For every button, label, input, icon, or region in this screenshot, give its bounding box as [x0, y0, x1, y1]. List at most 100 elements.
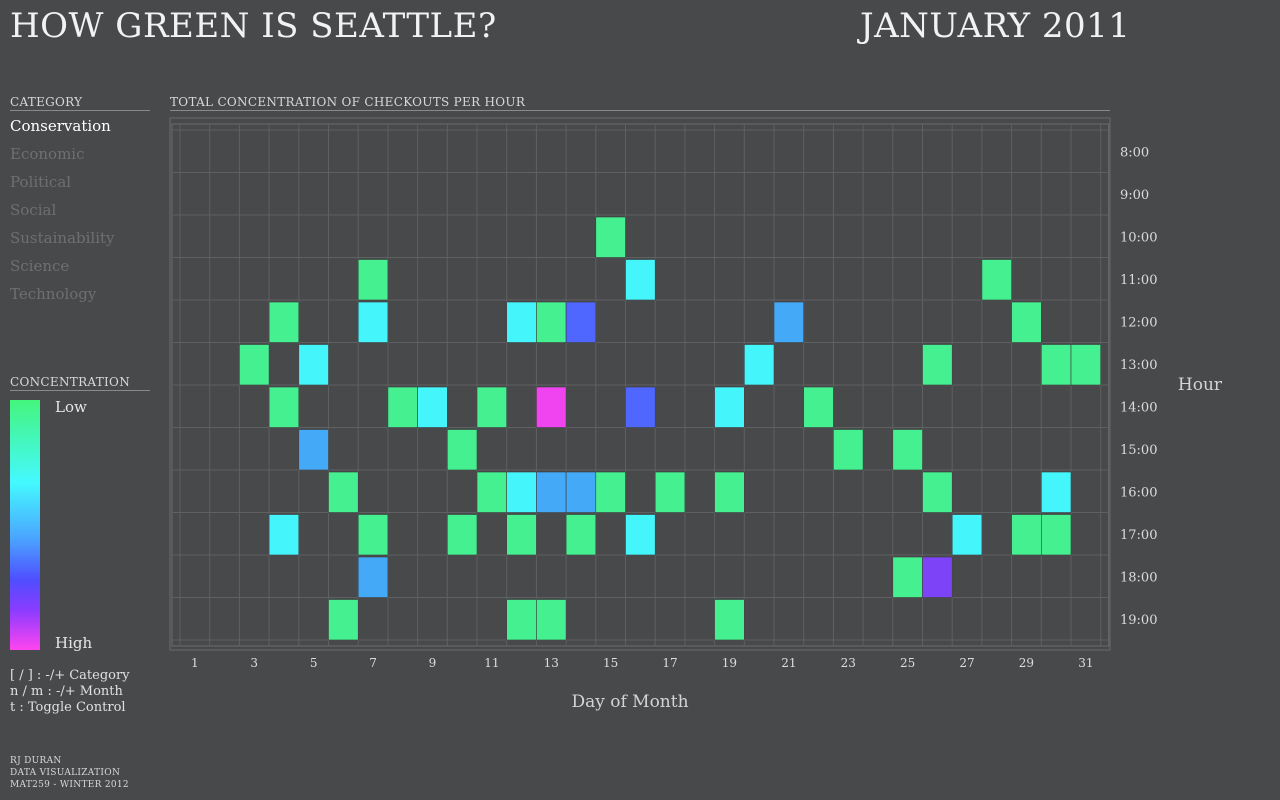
heatmap-cell	[773, 301, 805, 343]
concentration-heading: CONCENTRATION	[10, 375, 150, 391]
month-title: JANUARY 2011	[860, 6, 1131, 46]
credits: RJ DURAN DATA VISUALIZATION MAT259 - WIN…	[10, 755, 129, 791]
page-title: HOW GREEN IS SEATTLE?	[10, 6, 497, 46]
heatmap-cell	[476, 471, 508, 513]
heatmap-cell	[536, 301, 567, 343]
help-line-category: [ / ] : -/+ Category	[10, 668, 130, 683]
x-tick-label: 21	[781, 656, 796, 670]
heatmap-cell	[268, 301, 300, 343]
y-tick-label: 19:00	[1120, 613, 1157, 628]
category-item-political[interactable]: Political	[10, 173, 72, 191]
y-tick-label: 13:00	[1120, 358, 1157, 373]
y-tick-label: 12:00	[1120, 315, 1157, 330]
heatmap-cell	[565, 514, 597, 556]
heatmap-cell	[714, 386, 745, 428]
y-tick-label: 14:00	[1120, 400, 1157, 415]
y-tick-label: 15:00	[1120, 443, 1157, 458]
y-tick-label: 8:00	[1120, 145, 1149, 160]
heatmap-cell	[1070, 344, 1102, 386]
heatmap-cell	[417, 386, 448, 428]
heatmap-cell	[239, 344, 270, 386]
heatmap-cell	[506, 514, 537, 556]
category-item-sustainability[interactable]: Sustainability	[10, 229, 115, 247]
heatmap-cell	[536, 471, 567, 513]
heatmap-cell	[298, 429, 329, 471]
category-heading: CATEGORY	[10, 95, 150, 111]
x-tick-label: 27	[959, 656, 974, 670]
heatmap-cell	[625, 386, 656, 428]
x-axis-label: Day of Month	[571, 692, 688, 712]
heatmap-cell	[298, 344, 329, 386]
concentration-legend-bar	[10, 400, 40, 650]
y-tick-label: 9:00	[1120, 188, 1149, 203]
x-tick-label: 1	[191, 656, 199, 670]
heatmap-cell	[1011, 514, 1042, 556]
y-tick-label: 11:00	[1120, 273, 1157, 288]
x-tick-label: 9	[429, 656, 437, 670]
y-tick-label: 16:00	[1120, 485, 1157, 500]
heatmap-cell	[1041, 471, 1072, 513]
help-line-month: n / m : -/+ Month	[10, 684, 123, 699]
heatmap-cell	[446, 514, 478, 556]
x-tick-label: 5	[310, 656, 318, 670]
x-tick-label: 13	[544, 656, 559, 670]
category-item-science[interactable]: Science	[10, 257, 70, 275]
credit-course: DATA VISUALIZATION	[10, 768, 121, 778]
category-item-technology[interactable]: Technology	[10, 285, 97, 303]
heatmap-cell	[1041, 344, 1072, 386]
heatmap-cell	[268, 514, 300, 556]
heatmap-cell	[328, 599, 359, 641]
chart-title: TOTAL CONCENTRATION OF CHECKOUTS PER HOU…	[170, 95, 1110, 111]
x-tick-label: 31	[1078, 656, 1093, 670]
heatmap-cell	[357, 259, 389, 301]
heatmap-cell	[446, 429, 478, 471]
chart-frame	[169, 117, 1111, 651]
x-tick-label: 7	[369, 656, 377, 670]
heatmap-cell	[506, 301, 537, 343]
x-tick-label: 19	[722, 656, 737, 670]
y-axis-label: Hour	[1178, 375, 1223, 395]
heatmap-cell	[892, 429, 923, 471]
credit-author: RJ DURAN	[10, 756, 62, 766]
category-item-social[interactable]: Social	[10, 201, 57, 219]
help-line-toggle: t : Toggle Control	[10, 700, 126, 715]
x-tick-label: 3	[250, 656, 258, 670]
y-tick-label: 17:00	[1120, 528, 1157, 543]
heatmap-cell	[595, 471, 626, 513]
heatmap-cell	[654, 471, 686, 513]
heatmap-cell	[714, 471, 745, 513]
x-tick-label: 29	[1019, 656, 1034, 670]
heatmap-cell	[357, 301, 389, 343]
x-tick-label: 23	[841, 656, 856, 670]
x-tick-label: 25	[900, 656, 915, 670]
y-tick-label: 10:00	[1120, 230, 1157, 245]
heatmap-cell	[714, 599, 745, 641]
heatmap-cell	[536, 386, 567, 428]
heatmap-cell	[1011, 301, 1042, 343]
heatmap-cell	[743, 344, 775, 386]
heatmap-cell	[536, 599, 567, 641]
category-list: Conservation Economic Political Social S…	[10, 117, 115, 313]
x-tick-label: 15	[603, 656, 618, 670]
heatmap-cell	[506, 471, 537, 513]
legend-low-label: Low	[55, 398, 87, 416]
heatmap-cell	[922, 556, 953, 598]
heatmap-cell	[892, 556, 923, 598]
heatmap-cell	[803, 386, 834, 428]
heatmap-cell	[328, 471, 359, 513]
heatmap-cell	[922, 344, 953, 386]
heatmap-cell	[1041, 514, 1072, 556]
heatmap-cell	[951, 514, 983, 556]
x-tick-label: 11	[484, 656, 499, 670]
category-item-conservation[interactable]: Conservation	[10, 117, 111, 135]
x-tick-label: 17	[662, 656, 677, 670]
heatmap-cell	[357, 556, 389, 598]
category-item-economic[interactable]: Economic	[10, 145, 85, 163]
heatmap-cell	[595, 216, 626, 258]
heatmap-cell	[922, 471, 953, 513]
heatmap-cell	[476, 386, 508, 428]
keyboard-help: [ / ] : -/+ Category n / m : -/+ Month t…	[10, 668, 130, 716]
heatmap-cell	[981, 259, 1012, 301]
heatmap-cell	[506, 599, 537, 641]
